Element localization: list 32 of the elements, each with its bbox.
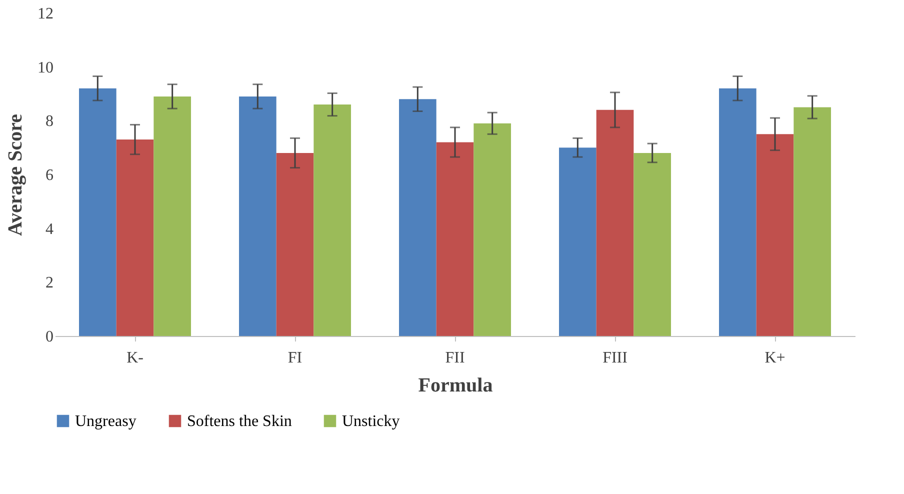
bar (596, 110, 634, 336)
x-tick-label: FIII (602, 350, 628, 366)
x-tick-label: K+ (764, 350, 786, 366)
bar (154, 96, 191, 336)
bar (756, 134, 794, 336)
x-tick-label: FII (445, 350, 465, 366)
bar (634, 152, 671, 336)
bar (399, 99, 436, 336)
bar (79, 88, 116, 336)
bar (559, 148, 596, 336)
bar (239, 96, 276, 336)
legend-label: Softens the Skin (187, 413, 292, 430)
x-tick-label: FI (288, 350, 302, 366)
bar (314, 104, 351, 336)
y-tick-label: 10 (38, 59, 54, 76)
bar (719, 88, 756, 336)
y-tick-label: 8 (46, 113, 54, 130)
bar (276, 152, 314, 336)
legend-label: Ungreasy (75, 413, 136, 430)
y-tick-label: 6 (46, 167, 54, 184)
y-tick-label: 0 (46, 328, 54, 346)
y-tick-label: 4 (46, 220, 54, 238)
bar (116, 140, 154, 336)
x-tick-label: K- (126, 350, 144, 366)
bar (436, 142, 474, 336)
legend-label: Unsticky (342, 413, 400, 430)
y-tick-label: 12 (38, 6, 54, 22)
y-axis-title: Average Score (4, 114, 26, 236)
y-tick-label: 2 (46, 274, 54, 292)
bar (474, 123, 511, 336)
bar (794, 107, 831, 336)
x-axis-title: Formula (418, 374, 493, 396)
